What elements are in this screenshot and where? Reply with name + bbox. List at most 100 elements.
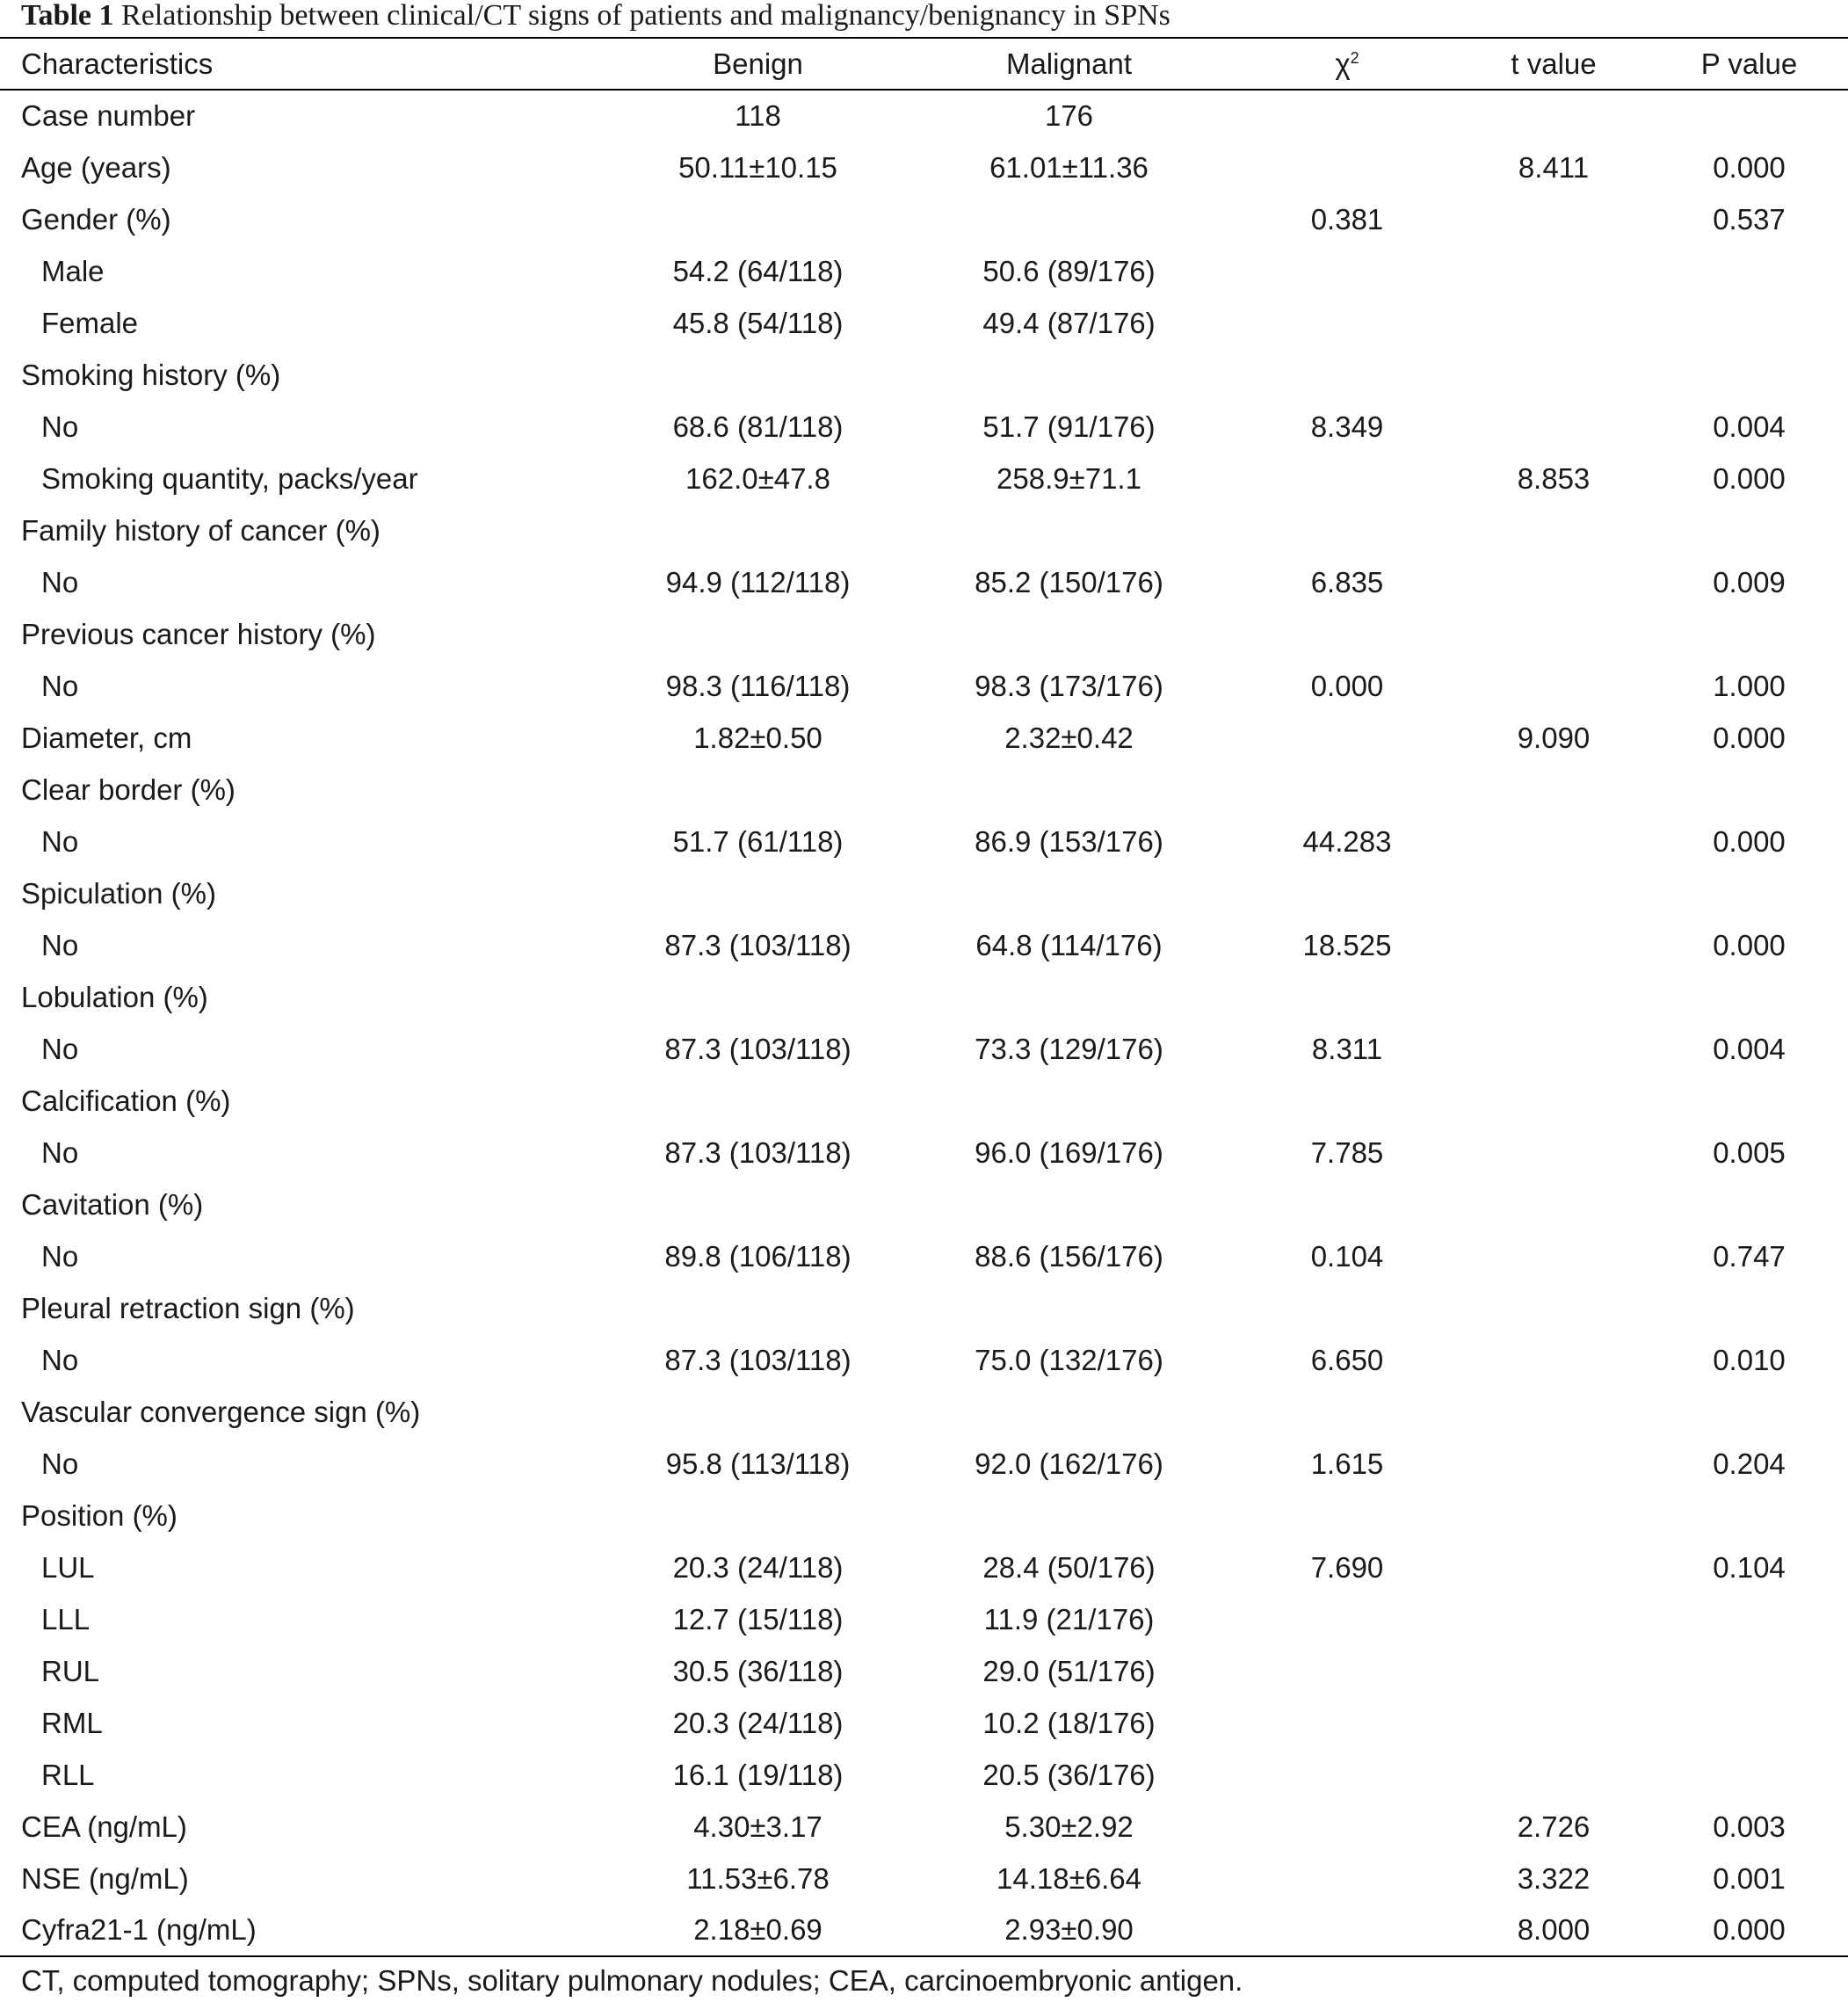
table-row: No 87.3 (103/118) 75.0 (132/176) 6.650 0.010 [0, 1334, 1848, 1386]
cell-malignant: 28.4 (50/176) [982, 1550, 1156, 1584]
cell-characteristic: No [41, 410, 79, 443]
cell-characteristic: No [41, 1032, 79, 1065]
cell-p-value [1650, 1179, 1848, 1230]
cell-characteristic: Calcification (%) [21, 1084, 231, 1117]
cell-chi-square: 0.381 [1310, 202, 1384, 236]
cell-benign: 30.5 (36/118) [672, 1654, 844, 1687]
cell-malignant: 96.0 (169/176) [975, 1135, 1163, 1169]
table-row: Age (years) 50.11±10.15 61.01±11.36 8.411 0.… [0, 141, 1848, 193]
cell-characteristic: No [41, 928, 79, 961]
cell-chi-square [1237, 1853, 1457, 1904]
cell-characteristic: Smoking quantity, packs/year [41, 461, 418, 495]
cell-chi-square [1237, 1075, 1457, 1127]
cell-benign: 11.53±6.78 [686, 1861, 830, 1895]
cell-characteristic: Cyfra21-1 (ng/mL) [0, 1904, 615, 1957]
table-row: Position (%) [0, 1490, 1848, 1541]
cell-t-value [1457, 1749, 1650, 1801]
cell-characteristic: RUL [41, 1654, 100, 1687]
cell-benign: 87.3 (103/118) [664, 1343, 852, 1376]
cell-t-value [1457, 816, 1650, 867]
cell-characteristic: Gender (%) [21, 202, 171, 236]
cell-malignant [901, 867, 1237, 919]
cell-chi-square [1237, 1749, 1457, 1801]
cell-t-value: 2.726 [1517, 1810, 1591, 1843]
cell-malignant: 98.3 (173/176) [975, 669, 1163, 702]
cell-t-value [1457, 1127, 1650, 1179]
cell-malignant [901, 1490, 1237, 1541]
table-row: Clear border (%) [0, 764, 1848, 816]
cell-chi-square [1237, 1282, 1457, 1334]
table-row: Pleural retraction sign (%) [0, 1282, 1848, 1334]
cell-malignant: 64.8 (114/176) [975, 928, 1163, 961]
cell-t-value: 8.000 [1457, 1904, 1650, 1957]
cell-characteristic: Family history of cancer (%) [21, 513, 380, 547]
cell-p-value: 0.104 [1713, 1550, 1786, 1584]
cell-characteristic: No [41, 565, 79, 598]
cell-p-value: 0.010 [1713, 1343, 1786, 1376]
header-t-value: t value [1457, 37, 1650, 91]
cell-t-value: 8.853 [1517, 461, 1591, 495]
cell-characteristic: No [41, 1239, 79, 1273]
cell-benign: 89.8 (106/118) [664, 1239, 852, 1273]
cell-chi-square [1237, 1490, 1457, 1541]
table-row: RUL 30.5 (36/118) 29.0 (51/176) [0, 1645, 1848, 1697]
cell-characteristic: Clear border (%) [21, 773, 236, 806]
cell-benign [615, 193, 901, 245]
cell-p-value [1650, 867, 1848, 919]
cell-malignant: 20.5 (36/176) [982, 1758, 1156, 1791]
cell-characteristic: Previous cancer history (%) [21, 617, 376, 650]
cell-chi-square: 6.835 [1310, 565, 1384, 598]
cell-t-value: 8.411 [1518, 150, 1590, 184]
cell-chi-square: 0.000 [1310, 669, 1384, 702]
cell-malignant: 86.9 (153/176) [975, 824, 1163, 858]
cell-t-value [1457, 1593, 1650, 1645]
cell-chi-square [1237, 504, 1457, 556]
cell-t-value [1457, 764, 1650, 816]
cell-benign: 50.11±10.15 [678, 150, 837, 184]
table-row: Smoking history (%) [0, 349, 1848, 401]
cell-characteristic: No [41, 824, 79, 858]
cell-p-value: 0.005 [1713, 1135, 1786, 1169]
cell-characteristic: Diameter, cm [21, 721, 192, 754]
cell-malignant [901, 764, 1237, 816]
cell-t-value [1457, 401, 1650, 453]
cell-chi-square [1237, 764, 1457, 816]
cell-malignant [901, 1075, 1237, 1127]
cell-malignant: 10.2 (18/176) [982, 1706, 1156, 1739]
cell-benign [615, 1282, 901, 1334]
cell-characteristic: RML [41, 1706, 103, 1739]
cell-p-value [1650, 764, 1848, 816]
table-row: Case number 118 176 [0, 90, 1848, 141]
cell-p-value [1650, 297, 1848, 349]
table-row: NSE (ng/mL) 11.53±6.78 14.18±6.64 3.322 0.00… [0, 1853, 1848, 1904]
cell-malignant: 50.6 (89/176) [982, 254, 1156, 287]
cell-benign: 87.3 (103/118) [664, 1135, 852, 1169]
cell-chi-square: 7.785 [1310, 1135, 1384, 1169]
cell-t-value [1457, 1490, 1650, 1541]
table-row: Male 54.2 (64/118) 50.6 (89/176) [0, 245, 1848, 297]
cell-benign: 16.1 (19/118) [672, 1758, 844, 1791]
cell-t-value [1457, 971, 1650, 1023]
cell-p-value [1650, 1749, 1848, 1801]
table-row: Diameter, cm 1.82±0.50 2.32±0.42 9.090 0.000 [0, 712, 1848, 764]
cell-characteristic: LUL [41, 1550, 95, 1584]
cell-chi-square [1237, 867, 1457, 919]
table-row: Gender (%) 0.381 0.537 [0, 193, 1848, 245]
cell-t-value [1457, 919, 1650, 971]
table-row: CEA (ng/mL) 4.30±3.17 5.30±2.92 2.726 0.003 [0, 1801, 1848, 1853]
table-row: No 89.8 (106/118) 88.6 (156/176) 0.104 0.747 [0, 1230, 1848, 1282]
table-row: No 87.3 (103/118) 73.3 (129/176) 8.311 0.004 [0, 1023, 1848, 1075]
cell-chi-square [1237, 90, 1457, 141]
table-row: RLL 16.1 (19/118) 20.5 (36/176) [0, 1749, 1848, 1801]
cell-p-value: 0.003 [1713, 1810, 1786, 1843]
cell-p-value [1650, 1697, 1848, 1749]
header-chi-symbol: χ [1335, 47, 1351, 80]
table-row: Smoking quantity, packs/year 162.0±47.8 25… [0, 453, 1848, 504]
table-caption-text: Relationship between clinical/CT signs o… [121, 0, 1170, 32]
cell-malignant [901, 349, 1237, 401]
cell-benign: 12.7 (15/118) [672, 1602, 844, 1636]
table-row: Family history of cancer (%) [0, 504, 1848, 556]
cell-t-value [1457, 349, 1650, 401]
cell-malignant [901, 1386, 1237, 1438]
cell-malignant [901, 1179, 1237, 1230]
